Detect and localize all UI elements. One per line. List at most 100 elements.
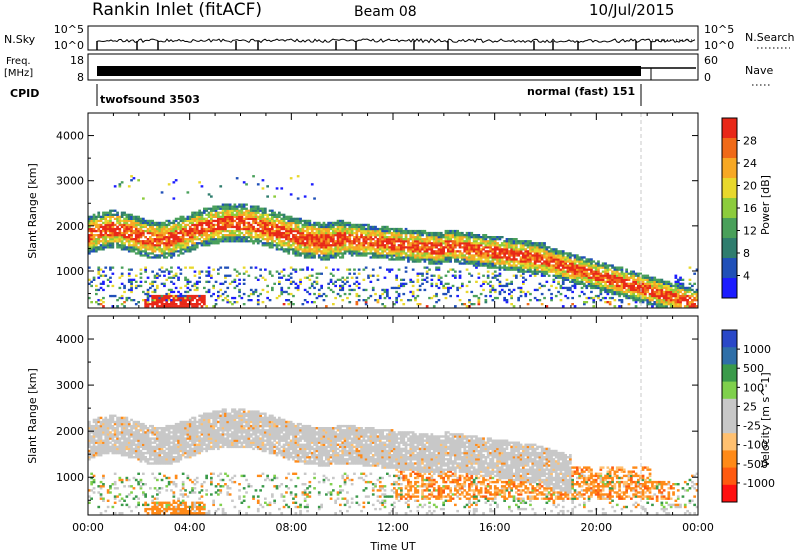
echo-cell [116,219,119,223]
echo-cell [524,278,528,281]
echo-cell [587,262,591,265]
echo-cell [158,231,162,235]
echo-cell [90,429,93,432]
echo-cell [327,223,330,227]
echo-cell [512,258,516,261]
echo-cell [637,290,640,294]
echo-cell [618,268,621,271]
echo-cell [505,301,509,304]
echo-cell [517,268,520,271]
echo-cell [592,260,596,263]
echo-cell [515,264,518,267]
echo-cell [287,215,291,218]
echo-cell [517,250,520,253]
echo-cell [655,305,659,308]
echo-cell [134,217,138,220]
echo-cell [224,296,227,300]
echo-cell [641,301,645,304]
echo-cell [249,240,253,243]
echo-cell [465,248,469,251]
echo-cell [367,276,370,279]
echo-cell [146,229,150,233]
echo-cell [397,256,401,259]
echo-cell [245,215,248,218]
echo-cell [634,301,638,304]
echo-cell [451,274,455,277]
echo-cell [92,215,96,218]
echo-cell [566,252,570,255]
echo-cell [367,236,370,239]
echo-cell [111,244,115,247]
echo-cell [444,258,448,261]
echo-cell [97,236,101,239]
echo-cell [287,286,291,290]
echo-cell [172,274,176,277]
echo-cell [306,266,309,269]
echo-cell [451,236,455,239]
echo-cell [632,278,635,281]
echo-cell [465,256,469,259]
echo-cell [463,262,467,265]
echo-cell [414,296,417,300]
echo-cell [576,260,579,263]
echo-cell [479,244,483,247]
echo-cell [569,258,572,261]
echo-cell [522,252,525,255]
echo-cell [106,229,110,233]
echo-cell [362,250,366,253]
echo-cell [517,266,520,269]
echo-cell [219,238,223,241]
echo-cell [425,258,429,261]
echo-cell [489,266,492,269]
echo-cell [116,244,119,247]
echo-cell [97,248,101,251]
echo-cell [395,274,398,277]
echo-cell [346,296,349,300]
echo-cell [634,278,638,281]
echo-cell [179,242,183,245]
echo-cell [334,250,337,253]
echo-cell [249,217,253,220]
echo-cell [590,280,593,283]
echo-cell [580,282,584,285]
echo-cell [231,211,234,214]
echo-cell [407,299,410,302]
echo-cell [256,221,260,225]
echo-cell [252,240,255,243]
echo-cell [247,211,251,214]
echo-cell [308,223,312,227]
echo-cell [637,284,640,288]
echo-cell [421,240,424,243]
echo-cell [529,246,532,249]
echo-cell [508,254,511,257]
echo-cell [200,215,204,218]
echo-cell [627,278,631,281]
echo-cell [327,256,330,259]
echo-cell [123,225,126,229]
echo-cell [278,238,281,241]
echo-cell [109,231,112,235]
echo-cell [540,264,544,267]
echo-cell [390,252,394,255]
echo-cell [214,227,218,231]
echo-cell [381,254,384,257]
echo-cell [280,292,284,296]
echo-cell [306,231,309,235]
echo-cell [299,236,302,239]
echo-cell [235,215,239,218]
echo-cell [540,292,544,296]
echo-cell [576,276,579,279]
echo-cell [625,292,628,296]
echo-cell [95,229,98,233]
echo-cell [437,262,441,265]
echo-cell [519,260,523,263]
echo-cell [116,227,119,231]
echo-cell [468,280,471,283]
echo-cell [252,236,255,239]
echo-cell [472,238,476,241]
echo-cell [203,242,206,245]
echo-cell [552,260,556,263]
echo-cell [564,278,567,281]
echo-cell [411,254,415,257]
echo-cell [275,229,279,233]
